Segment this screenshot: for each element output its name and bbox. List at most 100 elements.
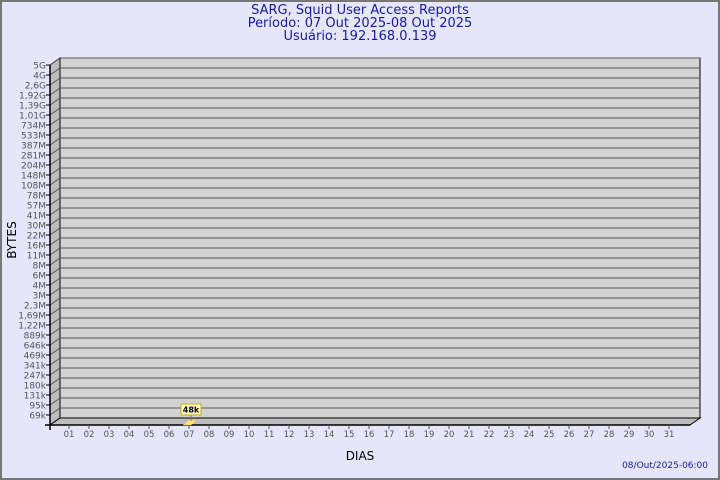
y-tick-label: 1,22M (18, 322, 46, 332)
x-tick-label: 22 (484, 430, 495, 440)
x-tick-label: 05 (144, 430, 155, 440)
gridline-side (49, 367, 61, 376)
x-tick-label: 10 (244, 430, 255, 440)
y-tick-label: 95k (29, 402, 46, 412)
timestamp: 08/Out/2025-06:00 (622, 461, 708, 471)
y-tick-label: 469k (24, 352, 47, 362)
x-tick-label: 18 (404, 430, 415, 440)
x-axis-title: DIAS (346, 449, 375, 463)
y-tick-label: 1,01G (19, 112, 46, 122)
y-tick-label: 341k (24, 362, 47, 372)
x-tick-label: 04 (124, 430, 135, 440)
gridline-side (49, 317, 61, 326)
x-tick-label: 11 (264, 430, 275, 440)
gridline-side (49, 97, 61, 106)
gridline-side (49, 337, 61, 346)
y-tick-label: 533M (21, 132, 46, 142)
y-tick-label: 108M (21, 182, 46, 192)
y-tick-label: 387M (21, 142, 46, 152)
gridline-side (49, 157, 61, 166)
x-tick-label: 12 (284, 430, 295, 440)
y-tick-label: 204M (21, 162, 46, 172)
y-tick-label: 69k (29, 412, 46, 422)
x-tick-label: 20 (444, 430, 455, 440)
gridline-side (49, 77, 61, 86)
x-tick-label: 13 (304, 430, 315, 440)
y-tick-label: 4G (33, 72, 46, 82)
period-subtitle: Período: 07 Out 2025-08 Out 2025 (247, 16, 473, 31)
y-tick-label: 148M (21, 172, 46, 182)
y-tick-label: 3M (33, 292, 47, 302)
x-tick-label: 15 (344, 430, 355, 440)
bar-day-07 (182, 419, 198, 426)
gridline-side (49, 297, 61, 306)
gridline-side (49, 357, 61, 366)
gridline-side (49, 197, 61, 206)
y-tick-label: 11M (27, 252, 46, 262)
y-tick-label: 8M (33, 262, 47, 272)
gridline-side (49, 67, 61, 76)
gridline-side (49, 407, 61, 416)
x-tick-label: 24 (524, 430, 535, 440)
gridline-side (49, 217, 61, 226)
x-tick-label: 19 (424, 430, 435, 440)
y-tick-label: 734M (21, 122, 46, 132)
gridline-side (49, 127, 61, 136)
user-subtitle: Usuário: 192.168.0.139 (283, 29, 437, 44)
gridline-side (49, 387, 61, 396)
y-tick-label: 1,39G (19, 102, 46, 112)
y-tick-label: 6M (33, 272, 47, 282)
y-tick-label: 1,69M (18, 312, 46, 322)
y-tick-label: 2,3M (24, 302, 46, 312)
gridline-side (49, 247, 61, 256)
y-tick-label: 247k (24, 372, 47, 382)
gridline-side (49, 287, 61, 296)
data-label-box (180, 403, 202, 416)
y-tick-label: 646k (24, 342, 47, 352)
gridline-side (49, 207, 61, 216)
gridline-side (49, 347, 61, 356)
x-tick-label: 17 (384, 430, 395, 440)
y-tick-label: 131k (24, 392, 47, 402)
x-tick-label: 16 (364, 430, 375, 440)
gridline-side (49, 227, 61, 236)
gridline-side (49, 257, 61, 266)
x-tick-label: 14 (324, 430, 335, 440)
x-tick-label: 27 (584, 430, 595, 440)
y-tick-label: 889k (24, 332, 47, 342)
x-tick-label: 06 (164, 430, 175, 440)
chart-title: SARG, Squid User Access Reports (251, 3, 469, 18)
y-tick-label: 78M (27, 192, 46, 202)
x-tick-label: 28 (604, 430, 615, 440)
x-tick-label: 07 (184, 430, 195, 440)
x-tick-label: 29 (624, 430, 635, 440)
floor (48, 417, 702, 426)
y-tick-label: 57M (27, 202, 46, 212)
x-tick-label: 31 (664, 430, 675, 440)
y-tick-label: 1,92G (19, 92, 46, 102)
gridline-side (49, 137, 61, 146)
y-tick-label: 41M (27, 212, 46, 222)
gridline-side (49, 177, 61, 186)
gridline-side (49, 237, 61, 246)
gridline-side (49, 187, 61, 196)
x-tick-label: 21 (464, 430, 475, 440)
gridline-side (49, 167, 61, 176)
y-tick-label: 22M (27, 232, 46, 242)
gridline-side (49, 117, 61, 126)
x-tick-label: 23 (504, 430, 515, 440)
y-tick-label: 16M (27, 242, 46, 252)
x-tick-label: 02 (84, 430, 95, 440)
x-tick-label: 26 (564, 430, 575, 440)
x-tick-label: 08 (204, 430, 215, 440)
x-tick-label: 09 (224, 430, 235, 440)
y-tick-label: 30M (27, 222, 46, 232)
gridline-side (49, 87, 61, 96)
y-tick-label: 4M (33, 282, 47, 292)
gridline-side (49, 327, 61, 336)
y-tick-label: 281M (21, 152, 46, 162)
gridline-side (49, 267, 61, 276)
gridline-side (49, 307, 61, 316)
